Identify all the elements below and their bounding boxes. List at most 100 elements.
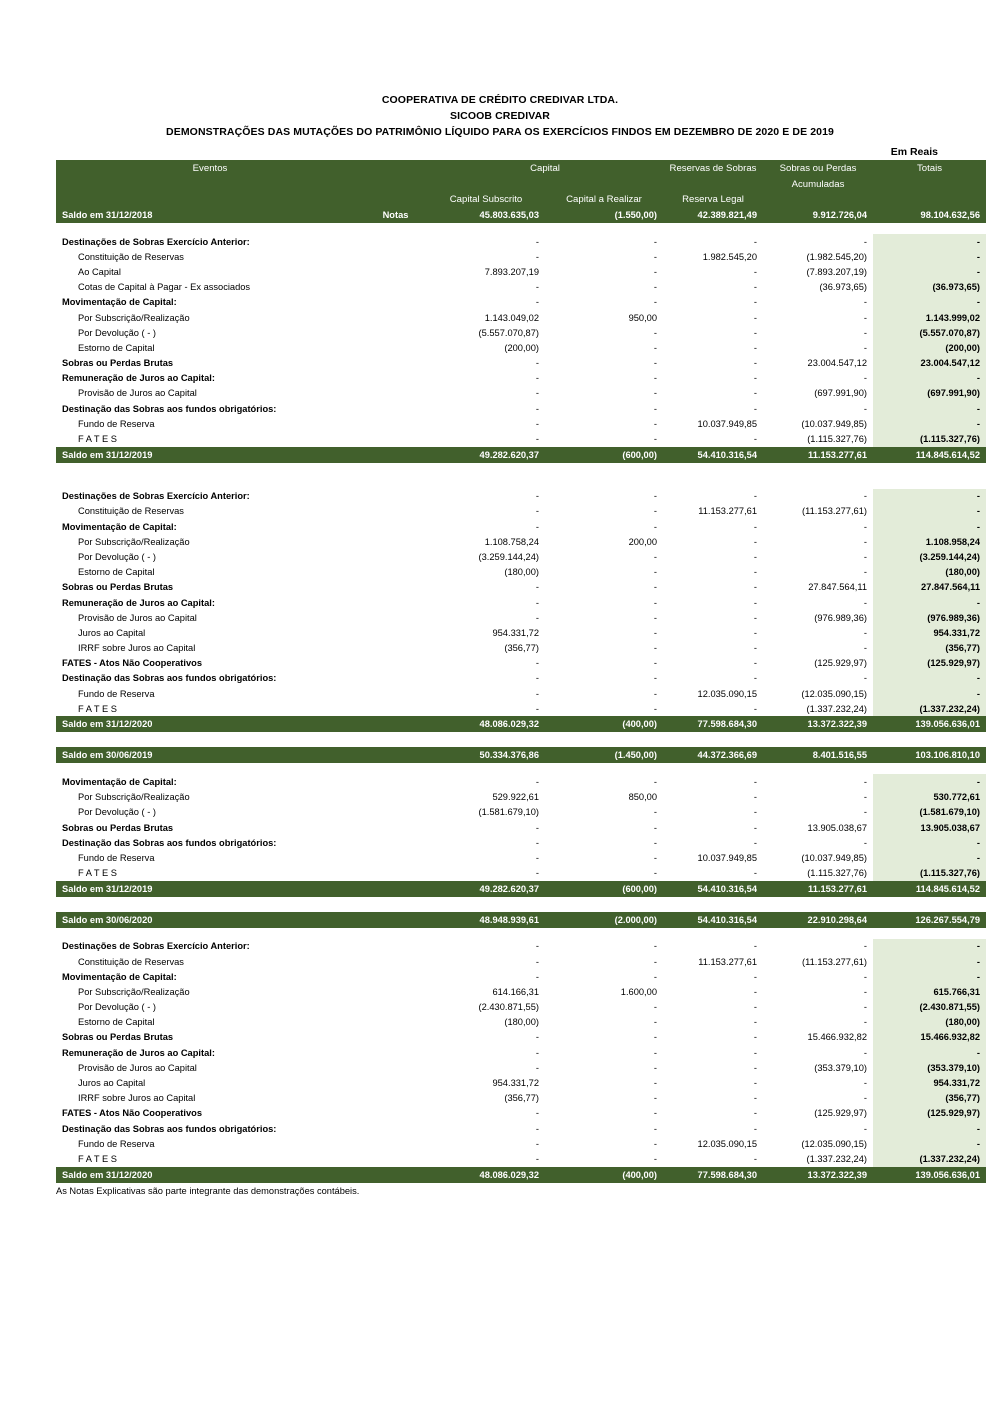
row-label: Fundo de Reserva	[78, 418, 155, 429]
row-value: -	[653, 688, 657, 699]
row-total-value: 954.331,72	[873, 1075, 986, 1091]
row-value: -	[535, 282, 539, 293]
row-value: -	[863, 673, 867, 684]
row-notas-cell	[364, 264, 427, 279]
row-value: -	[863, 491, 867, 502]
row-value: -	[753, 327, 757, 338]
row-notas-cell	[364, 234, 427, 249]
row-value: -	[753, 434, 757, 445]
table-row: Movimentação de Capital: - - - - -	[56, 969, 986, 985]
row-label: Sobras ou Perdas Brutas	[62, 582, 174, 593]
row-value: -	[863, 837, 867, 848]
row-value: 200,00	[628, 536, 657, 547]
saldo-notas-cell	[364, 716, 427, 733]
table-row: Provisão de Juros ao Capital - - - (697.991,…	[56, 385, 986, 402]
opening-balance-label: Saldo em 31/12/2018	[56, 207, 364, 223]
block-gap-row	[56, 462, 986, 478]
row-notas-cell	[364, 1091, 427, 1106]
row-value: -	[753, 658, 757, 669]
row-label: Por Devolução ( - )	[78, 807, 157, 818]
row-total-value: -	[873, 938, 986, 954]
row-total-value: 615.766,31	[873, 984, 986, 1000]
row-label: Por Subscrição/Realização	[78, 792, 190, 803]
row-total-value: (200,00)	[873, 340, 986, 356]
row-label: Provisão de Juros ao Capital	[78, 388, 197, 399]
header-reservas-group: Reservas de Sobras	[663, 160, 763, 177]
table-row: Estorno de Capital (200,00) - - - (200,00)	[56, 340, 986, 356]
row-value: 11.153.277,61	[698, 956, 757, 967]
table-row: Juros ao Capital 954.331,72- - -954.331,72	[56, 1075, 986, 1091]
spacer-cell	[663, 927, 763, 939]
row-label: Sobras ou Perdas Brutas	[62, 358, 174, 369]
saldo-value: 48.086.029,32	[427, 1166, 545, 1183]
header-blank	[873, 192, 986, 207]
table-row: Remuneração de Juros ao Capital: - - - - -	[56, 1045, 986, 1061]
row-notas-cell	[364, 701, 427, 716]
row-value: -	[753, 941, 757, 952]
header-sobras-acumuladas: Acumuladas	[763, 177, 873, 192]
table-header-row-acumuladas: Acumuladas	[56, 177, 986, 192]
block-closing-balance-row: Saldo em 31/12/2020 48.086.029,32 (400,00)…	[56, 1166, 986, 1183]
spacer-row	[56, 763, 986, 775]
spacer-cell	[763, 223, 873, 234]
row-total-value: 530.772,61	[873, 789, 986, 805]
saldo-value: 114.845.614,52	[873, 880, 986, 897]
row-value: -	[753, 597, 757, 608]
table-row: Por Subscrição/Realização 614.166,31 1.600…	[56, 984, 986, 1000]
row-total-value: 27.847.564,11	[873, 579, 986, 595]
block-closing-balance-row: Saldo em 31/12/2019 49.282.620,37 (600,00)…	[56, 446, 986, 463]
row-value: (12.035.090,15)	[801, 688, 867, 699]
row-notas-cell	[364, 1060, 427, 1075]
spacer-row	[56, 477, 986, 489]
spacer-cell	[873, 927, 986, 939]
row-total-value: -	[873, 1045, 986, 1061]
row-notas-cell	[364, 595, 427, 610]
row-value: -	[863, 567, 867, 578]
saldo-value: 11.153.277,61	[763, 446, 873, 463]
row-value: -	[753, 643, 757, 654]
row-label: Estorno de Capital	[78, 342, 155, 353]
row-total-value: -	[873, 774, 986, 790]
statement-table-wrapper: Eventos Capital Reservas de Sobras Sobras o…	[0, 160, 1000, 1183]
row-value: 1.982.545,20	[702, 251, 757, 262]
saldo-label: Saldo em 30/06/2020	[56, 911, 364, 928]
spacer-cell	[545, 477, 663, 489]
row-value: -	[753, 582, 757, 593]
row-value: -	[753, 986, 757, 997]
row-value: -	[753, 266, 757, 277]
row-total-value: (5.557.070,87)	[873, 325, 986, 341]
opening-balance-value: (1.550,00)	[545, 207, 663, 223]
saldo-value: 13.372.322,39	[763, 1166, 873, 1183]
row-label: Por Devolução ( - )	[78, 1002, 157, 1013]
row-value: -	[535, 837, 539, 848]
row-value: (125.929,97)	[814, 658, 867, 669]
row-value: -	[535, 1047, 539, 1058]
row-total-value: (1.581.679,10)	[873, 804, 986, 820]
spacer-cell	[56, 927, 364, 939]
spacer-cell	[873, 763, 986, 775]
table-row: Por Devolução ( - ) (1.581.679,10) - - - (1.5…	[56, 804, 986, 820]
saldo-notas-cell	[364, 911, 427, 928]
row-total-value: -	[873, 969, 986, 985]
row-value: 27.847.564,11	[808, 582, 867, 593]
table-row: Por Devolução ( - ) (5.557.070,87) - - - (5.5…	[56, 325, 986, 341]
row-label: Destinação das Sobras aos fundos obrigat…	[62, 673, 277, 684]
row-value: (1.337.232,24)	[806, 703, 867, 714]
row-value: -	[535, 852, 539, 863]
row-value: -	[653, 1032, 657, 1043]
row-value: -	[653, 612, 657, 623]
row-label: IRRF sobre Juros ao Capital	[78, 1093, 196, 1104]
row-value: -	[863, 1093, 867, 1104]
row-total-value: (353.379,10)	[873, 1060, 986, 1076]
row-value: -	[863, 597, 867, 608]
row-value: -	[653, 418, 657, 429]
row-value: -	[653, 956, 657, 967]
row-notas-cell	[364, 401, 427, 416]
row-total-value: -	[873, 294, 986, 310]
row-value: -	[863, 777, 867, 788]
row-value: -	[753, 971, 757, 982]
spacer-cell	[364, 927, 427, 939]
row-label: Constituição de Reservas	[78, 506, 184, 517]
row-value: -	[863, 1123, 867, 1134]
saldo-notas-cell	[364, 446, 427, 463]
